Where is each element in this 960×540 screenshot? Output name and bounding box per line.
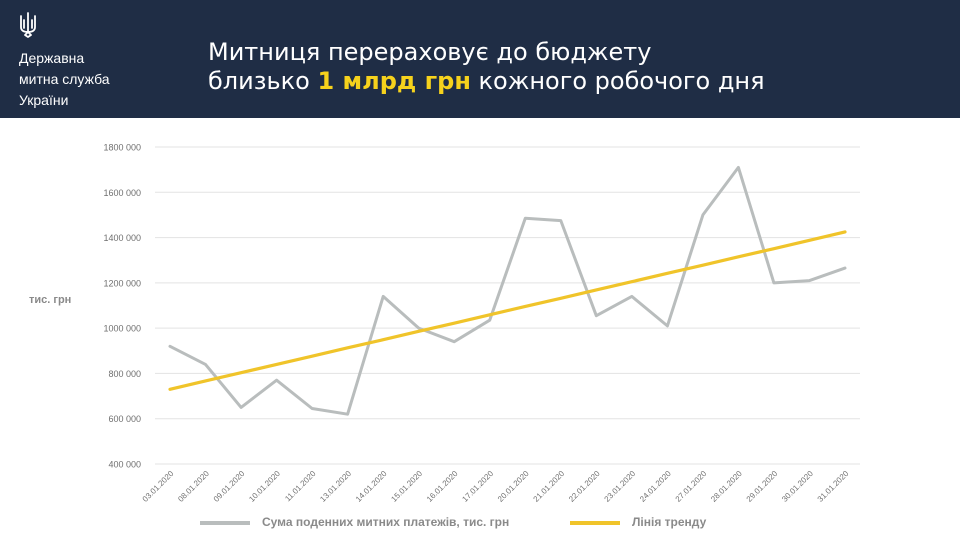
y-tick-label: 800 000 [108, 369, 141, 379]
legend-label-trend: Лінія тренду [632, 515, 707, 529]
title-line-1: Митниця перераховує до бюджету [208, 38, 652, 66]
x-tick-label: 03.01.2020 [141, 469, 176, 504]
title-suffix: кожного робочого дня [470, 67, 765, 95]
x-tick-label: 30.01.2020 [780, 469, 815, 504]
x-tick-label: 17.01.2020 [460, 469, 495, 504]
x-tick-label: 29.01.2020 [745, 469, 780, 504]
legend-item-trend: Лінія тренду [570, 515, 706, 529]
title-prefix: близько [208, 67, 318, 95]
x-tick-label: 13.01.2020 [318, 469, 353, 504]
legend-swatch-series [200, 520, 250, 525]
y-tick-label: 1800 000 [103, 143, 141, 153]
y-tick-label: 600 000 [108, 414, 141, 424]
y-tick-label: 1200 000 [103, 278, 141, 288]
x-tick-label: 28.01.2020 [709, 469, 744, 504]
x-tick-label: 08.01.2020 [176, 469, 211, 504]
x-tick-label: 09.01.2020 [212, 469, 247, 504]
org-line-1: Державна [19, 50, 85, 66]
title-line-2: близько 1 млрд грн кожного робочого дня [208, 67, 765, 96]
x-tick-label: 23.01.2020 [603, 469, 638, 504]
x-tick-label: 27.01.2020 [674, 469, 709, 504]
legend-label-series: Сума поденних митних платежів, тис. грн [262, 515, 510, 529]
page-title: Митниця перераховує до бюджету близько 1… [208, 38, 765, 96]
title-highlight: 1 млрд грн [317, 67, 471, 95]
org-name: Державна митна служба України [19, 48, 110, 111]
y-tick-label: 400 000 [108, 460, 141, 470]
legend-item-series: Сума поденних митних платежів, тис. грн [200, 515, 509, 529]
header-bar: Державна митна служба України Митниця пе… [0, 0, 960, 118]
x-tick-label: 11.01.2020 [283, 469, 318, 504]
x-tick-label: 16.01.2020 [425, 469, 460, 504]
y-tick-label: 1400 000 [103, 233, 141, 243]
org-line-3: України [19, 92, 69, 108]
legend-swatch-trend [570, 520, 620, 525]
series-line-trend [168, 230, 847, 391]
x-tick-label: 20.01.2020 [496, 469, 531, 504]
x-tick-label: 22.01.2020 [567, 469, 602, 504]
x-tick-label: 31.01.2020 [816, 469, 851, 504]
x-tick-label: 14.01.2020 [354, 469, 389, 504]
trident-icon [20, 12, 36, 38]
x-tick-label: 21.01.2020 [532, 469, 567, 504]
y-axis-label: тис. грн [29, 294, 72, 306]
x-tick-label: 24.01.2020 [638, 469, 673, 504]
y-tick-label: 1000 000 [103, 324, 141, 334]
series-line-payments [168, 165, 847, 416]
y-tick-label: 1600 000 [103, 188, 141, 198]
x-tick-label: 10.01.2020 [247, 469, 282, 504]
line-chart: 400 000 600 000 800 000 1000 000 1200 000 140… [103, 143, 860, 504]
x-tick-label: 15.01.2020 [389, 469, 424, 504]
org-line-2: митна служба [19, 71, 110, 87]
